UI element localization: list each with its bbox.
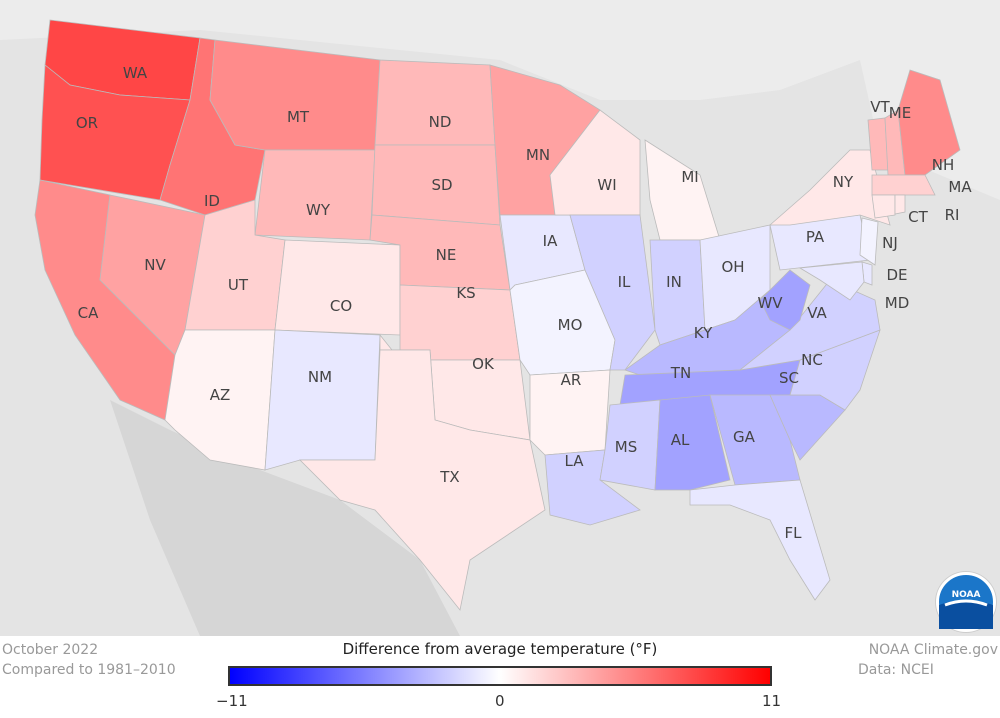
state-label-nh: NH — [932, 156, 955, 174]
state-label-wi: WI — [597, 176, 616, 194]
state-label-ar: AR — [561, 371, 582, 389]
state-label-tn: TN — [670, 364, 691, 382]
state-mi — [644, 139, 721, 241]
state-label-oh: OH — [721, 258, 744, 276]
state-label-ky: KY — [694, 324, 713, 342]
state-nj — [859, 217, 879, 266]
state-vt — [867, 117, 889, 171]
state-label-ct: CT — [908, 208, 928, 226]
state-label-sd: SD — [431, 176, 452, 194]
state-tx — [299, 349, 546, 611]
state-label-wv: WV — [757, 294, 783, 312]
state-label-ri: RI — [945, 206, 960, 224]
canada-land — [0, 0, 1000, 200]
source-label: Data: NCEI — [858, 662, 934, 678]
state-co — [274, 239, 401, 336]
state-label-or: OR — [76, 114, 98, 132]
legend-mid: 0 — [495, 692, 505, 710]
state-label-ca: CA — [78, 304, 99, 322]
state-label-mo: MO — [558, 316, 583, 334]
state-il — [569, 214, 656, 371]
state-label-mn: MN — [526, 146, 550, 164]
state-label-ok: OK — [472, 355, 495, 373]
state-label-al: AL — [671, 431, 690, 449]
state-ma — [871, 174, 936, 196]
state-label-sc: SC — [779, 369, 799, 387]
state-label-ks: KS — [456, 284, 475, 302]
legend-max: 11 — [762, 692, 782, 710]
state-label-nm: NM — [308, 368, 332, 386]
state-label-nd: ND — [429, 113, 452, 131]
state-label-nv: NV — [144, 256, 166, 274]
state-label-vt: VT — [870, 98, 890, 116]
state-label-ga: GA — [733, 428, 756, 446]
state-label-tx: TX — [439, 468, 459, 486]
state-al — [654, 394, 731, 491]
state-label-nc: NC — [801, 351, 823, 369]
state-label-fl: FL — [785, 524, 803, 542]
state-label-ne: NE — [436, 246, 457, 264]
state-label-az: AZ — [210, 386, 231, 404]
state-ga — [709, 394, 801, 486]
state-wv — [759, 269, 811, 331]
state-label-de: DE — [886, 266, 907, 284]
state-label-id: ID — [204, 192, 220, 210]
noaa-logo: NOAA — [936, 572, 996, 632]
legend-title: Difference from average temperature (°F) — [342, 640, 658, 658]
state-label-ma: MA — [948, 178, 972, 196]
state-label-ms: MS — [615, 438, 637, 456]
state-nd — [374, 59, 496, 146]
state-label-ny: NY — [833, 173, 854, 191]
state-nm — [264, 329, 381, 471]
state-label-wa: WA — [123, 64, 148, 82]
credit-label: NOAA Climate.gov — [868, 642, 998, 658]
mexico-land — [110, 400, 460, 636]
state-label-mt: MT — [287, 108, 310, 126]
state-mt — [209, 39, 381, 151]
legend-min: −11 — [216, 692, 248, 710]
state-wy — [254, 149, 376, 241]
state-label-il: IL — [618, 273, 631, 291]
state-fl — [689, 479, 831, 601]
state-md — [798, 261, 865, 301]
period-label: October 2022 — [2, 642, 99, 658]
state-label-ut: UT — [228, 276, 249, 294]
state-label-ia: IA — [543, 232, 558, 250]
state-label-co: CO — [330, 297, 352, 315]
state-label-mi: MI — [681, 168, 698, 186]
state-label-in: IN — [666, 273, 682, 291]
state-label-md: MD — [885, 294, 910, 312]
state-label-me: ME — [889, 104, 911, 122]
color-scale-bar — [228, 666, 772, 686]
state-label-la: LA — [565, 452, 585, 470]
svg-text:NOAA: NOAA — [952, 590, 981, 600]
state-label-wy: WY — [306, 201, 331, 219]
state-ri — [894, 194, 906, 215]
baseline-label: Compared to 1981–2010 — [2, 662, 176, 678]
state-ms — [599, 399, 661, 491]
us-temperature-map: WA OR CA NV ID MT WY UT CO AZ NM ND SD NE KS OK TX MN IA MO… — [0, 0, 1000, 636]
state-label-pa: PA — [806, 228, 825, 246]
state-label-nj: NJ — [882, 234, 898, 252]
state-ct — [871, 194, 896, 219]
state-label-va: VA — [807, 304, 827, 322]
